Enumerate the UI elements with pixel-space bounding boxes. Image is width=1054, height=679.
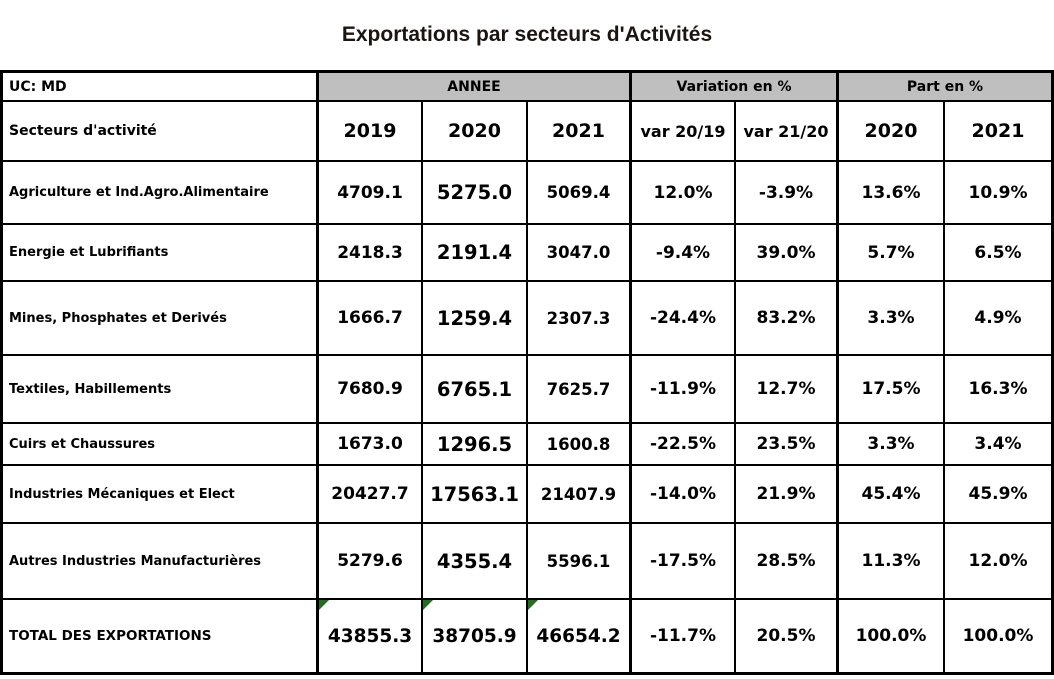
table-cell: 11.3% (839, 524, 945, 600)
table-cell: 45.9% (945, 466, 1051, 524)
column-header-sector: Secteurs d'activité (3, 102, 319, 162)
table-cell: 20.5% (736, 600, 839, 672)
row-label: Agriculture et Ind.Agro.Alimentaire (3, 162, 319, 225)
error-indicator-icon (423, 600, 433, 610)
row-label: Mines, Phosphates et Derivés (3, 282, 319, 356)
group-header-annee: ANNEE (319, 73, 632, 102)
unit-cell: UC: MD (3, 73, 319, 102)
table-cell: 6765.1 (423, 356, 528, 424)
table-cell: 13.6% (839, 162, 945, 225)
table-cell: -17.5% (632, 524, 736, 600)
table-cell: 21.9% (736, 466, 839, 524)
table-cell: 4709.1 (319, 162, 423, 225)
table-cell: 1673.0 (319, 424, 423, 466)
table-cell: -14.0% (632, 466, 736, 524)
row-label: Textiles, Habillements (3, 356, 319, 424)
table-cell: 4355.4 (423, 524, 528, 600)
column-header-year-2019: 2019 (319, 102, 423, 162)
column-header-part-2020: 2020 (839, 102, 945, 162)
table-cell: 1600.8 (528, 424, 632, 466)
table-cell: 1296.5 (423, 424, 528, 466)
page-title: Exportations par secteurs d'Activités (341, 23, 713, 46)
table-cell: 16.3% (945, 356, 1051, 424)
table-cell: 1259.4 (423, 282, 528, 356)
table-cell: 100.0% (945, 600, 1051, 672)
column-header-year-2020: 2020 (423, 102, 528, 162)
table-cell: -24.4% (632, 282, 736, 356)
table-cell: 5279.6 (319, 524, 423, 600)
table-cell: 38705.9 (423, 600, 528, 672)
table-cell: 43855.3 (319, 600, 423, 672)
table-cell: 23.5% (736, 424, 839, 466)
table-cell: 1666.7 (319, 282, 423, 356)
column-header-var-20-19: var 20/19 (632, 102, 736, 162)
table-cell: 12.0% (945, 524, 1051, 600)
table-cell: 6.5% (945, 225, 1051, 282)
row-label: TOTAL DES EXPORTATIONS (3, 600, 319, 672)
table-cell: 12.7% (736, 356, 839, 424)
row-label: Energie et Lubrifiants (3, 225, 319, 282)
table-cell: 83.2% (736, 282, 839, 356)
table-cell: 7625.7 (528, 356, 632, 424)
column-header-part-2021: 2021 (945, 102, 1051, 162)
table-cell: -11.9% (632, 356, 736, 424)
table-cell: 7680.9 (319, 356, 423, 424)
row-label: Industries Mécaniques et Elect (3, 466, 319, 524)
group-header-part: Part en % (839, 73, 1051, 102)
table-cell: 5.7% (839, 225, 945, 282)
table-cell: 5275.0 (423, 162, 528, 225)
group-header-variation: Variation en % (632, 73, 839, 102)
table-cell: 3.3% (839, 282, 945, 356)
table-cell: -3.9% (736, 162, 839, 225)
table-cell: -11.7% (632, 600, 736, 672)
table-cell: 2418.3 (319, 225, 423, 282)
table-cell: 45.4% (839, 466, 945, 524)
table-cell: 39.0% (736, 225, 839, 282)
error-indicator-icon (319, 600, 329, 610)
table-cell: 28.5% (736, 524, 839, 600)
table-cell: 21407.9 (528, 466, 632, 524)
table-cell: 2191.4 (423, 225, 528, 282)
row-label: Autres Industries Manufacturières (3, 524, 319, 600)
error-indicator-icon (528, 600, 538, 610)
table-cell: 10.9% (945, 162, 1051, 225)
table-cell: 20427.7 (319, 466, 423, 524)
table-cell: 100.0% (839, 600, 945, 672)
table-cell: 3047.0 (528, 225, 632, 282)
exports-table: UC: MD ANNEE Variation en % Part en % Se… (0, 70, 1054, 675)
table-cell: -22.5% (632, 424, 736, 466)
table-cell: 4.9% (945, 282, 1051, 356)
column-header-year-2021: 2021 (528, 102, 632, 162)
table-cell: 12.0% (632, 162, 736, 225)
table-cell: 17.5% (839, 356, 945, 424)
column-header-var-21-20: var 21/20 (736, 102, 839, 162)
table-cell: 5069.4 (528, 162, 632, 225)
table-cell: 46654.2 (528, 600, 632, 672)
row-label: Cuirs et Chaussures (3, 424, 319, 466)
table-cell: -9.4% (632, 225, 736, 282)
table-cell: 2307.3 (528, 282, 632, 356)
table-cell: 3.4% (945, 424, 1051, 466)
table-cell: 3.3% (839, 424, 945, 466)
table-cell: 5596.1 (528, 524, 632, 600)
table-cell: 17563.1 (423, 466, 528, 524)
